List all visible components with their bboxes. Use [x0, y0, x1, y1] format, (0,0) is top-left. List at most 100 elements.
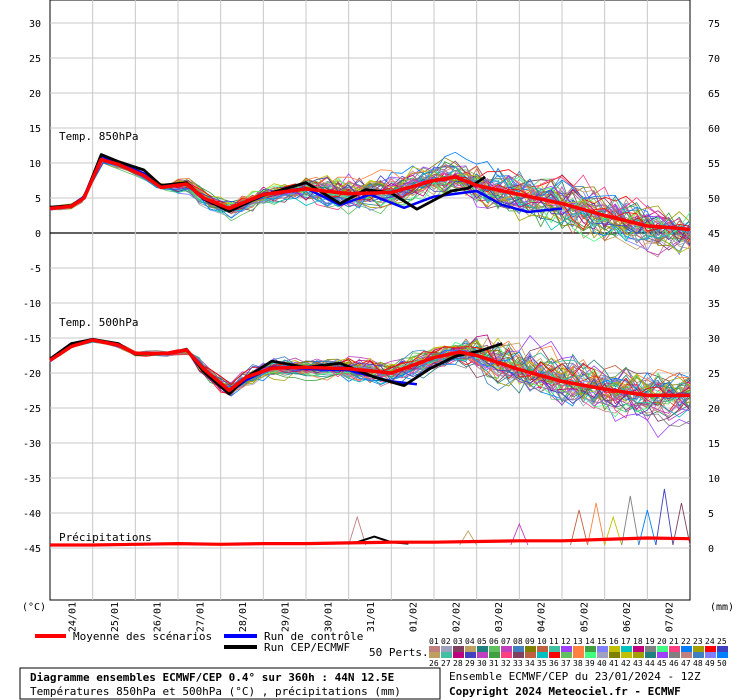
x-tick-label: 02/02 — [451, 602, 462, 632]
member-number: 36 — [549, 659, 559, 668]
member-swatch — [693, 646, 704, 652]
member-number: 01 — [429, 637, 439, 646]
x-tick-label: 31/01 — [366, 602, 377, 632]
y-tick-label-left: 10 — [29, 159, 41, 170]
y-tick-label-left: -20 — [23, 369, 41, 380]
members-count-label: 50 Perts. — [369, 646, 429, 659]
y-tick-label-left: 5 — [35, 194, 41, 205]
member-swatch — [477, 646, 488, 652]
legend-ecmwf-label: Run CEP/ECMWF — [264, 641, 350, 654]
left-unit: (°C) — [22, 602, 46, 613]
member-number: 20 — [657, 637, 667, 646]
y-tick-label-left: 30 — [29, 19, 41, 30]
y-tick-label-right: 15 — [708, 439, 720, 450]
y-tick-label-right: 25 — [708, 369, 720, 380]
member-swatch — [597, 646, 608, 652]
member-swatch — [585, 646, 596, 652]
footer-run: Ensemble ECMWF/CEP du 23/01/2024 - 12Z — [449, 670, 701, 683]
member-swatch — [489, 646, 500, 652]
y-tick-label-left: 20 — [29, 89, 41, 100]
member-line-precip — [655, 488, 674, 546]
member-number: 27 — [441, 659, 451, 668]
x-tick-label: 29/01 — [281, 602, 292, 632]
y-tick-label-right: 35 — [708, 299, 720, 310]
member-number: 38 — [573, 659, 583, 668]
member-number: 06 — [489, 637, 499, 646]
member-number: 11 — [549, 637, 559, 646]
member-swatch — [573, 652, 584, 658]
x-tick-label: 05/02 — [579, 602, 590, 632]
member-swatch — [441, 646, 452, 652]
member-swatch — [681, 646, 692, 652]
member-swatch — [537, 646, 548, 652]
y-tick-label-left: -45 — [23, 544, 41, 555]
member-swatch — [705, 646, 716, 652]
panel-label-precip: Précipitations — [59, 531, 152, 544]
x-tick-label: 03/02 — [494, 602, 505, 632]
member-swatch — [693, 652, 704, 658]
member-swatch — [717, 652, 728, 658]
y-tick-label-right: 0 — [708, 544, 714, 555]
y-tick-label-right: 55 — [708, 159, 720, 170]
member-number: 12 — [561, 637, 571, 646]
legend: Moyenne des scénarios Run de contrôle Ru… — [35, 630, 429, 659]
member-swatch — [513, 646, 524, 652]
member-number: 29 — [465, 659, 475, 668]
member-number: 25 — [717, 637, 727, 646]
member-line-precip — [604, 515, 623, 546]
member-number: 24 — [705, 637, 715, 646]
member-number: 43 — [633, 659, 643, 668]
y-tick-label-right: 50 — [708, 194, 720, 205]
member-number: 16 — [609, 637, 619, 646]
member-swatch — [621, 646, 632, 652]
member-swatch — [633, 652, 644, 658]
y-tick-label-right: 10 — [708, 474, 720, 485]
member-swatch — [645, 652, 656, 658]
member-number: 21 — [669, 637, 679, 646]
y-tick-label-left: -15 — [23, 334, 41, 345]
member-number: 09 — [525, 637, 535, 646]
mean-line-t500 — [49, 338, 690, 398]
member-number: 37 — [561, 659, 571, 668]
legend-control-label: Run de contrôle — [264, 630, 363, 643]
member-number: 22 — [681, 637, 691, 646]
member-line-precip — [570, 509, 589, 546]
member-swatch — [621, 652, 632, 658]
member-line-precip — [587, 502, 606, 546]
member-swatch — [669, 652, 680, 658]
member-number: 13 — [573, 637, 583, 646]
mean-line-t850 — [49, 157, 691, 232]
member-swatch — [609, 652, 620, 658]
member-swatch — [525, 646, 536, 652]
grid — [50, 0, 690, 600]
member-swatch — [681, 652, 692, 658]
member-swatch — [549, 652, 560, 658]
member-number: 23 — [693, 637, 703, 646]
x-tick-label: 28/01 — [238, 602, 249, 632]
member-number: 50 — [717, 659, 727, 668]
member-number: 07 — [501, 637, 511, 646]
member-number: 31 — [489, 659, 499, 668]
ecmwf-line-t850 — [49, 153, 486, 213]
member-swatch — [465, 652, 476, 658]
member-number: 30 — [477, 659, 487, 668]
panel-label-t850: Temp. 850hPa — [59, 130, 138, 143]
member-swatch — [717, 646, 728, 652]
member-swatch — [585, 652, 596, 658]
member-number: 14 — [585, 637, 595, 646]
footer-title: Diagramme ensembles ECMWF/CEP 0.4° sur 3… — [30, 671, 394, 684]
y-tick-label-right: 65 — [708, 89, 720, 100]
member-number: 02 — [441, 637, 451, 646]
x-tick-label: 01/02 — [409, 602, 420, 632]
y-tick-label-right: 30 — [708, 334, 720, 345]
mean-line-precip — [50, 536, 691, 547]
member-swatch — [645, 646, 656, 652]
y-tick-label-right: 40 — [708, 264, 720, 275]
member-swatch — [657, 652, 668, 658]
member-number: 03 — [453, 637, 463, 646]
member-number: 47 — [681, 659, 691, 668]
member-swatch — [429, 652, 440, 658]
member-number: 35 — [537, 659, 547, 668]
member-swatch — [705, 652, 716, 658]
